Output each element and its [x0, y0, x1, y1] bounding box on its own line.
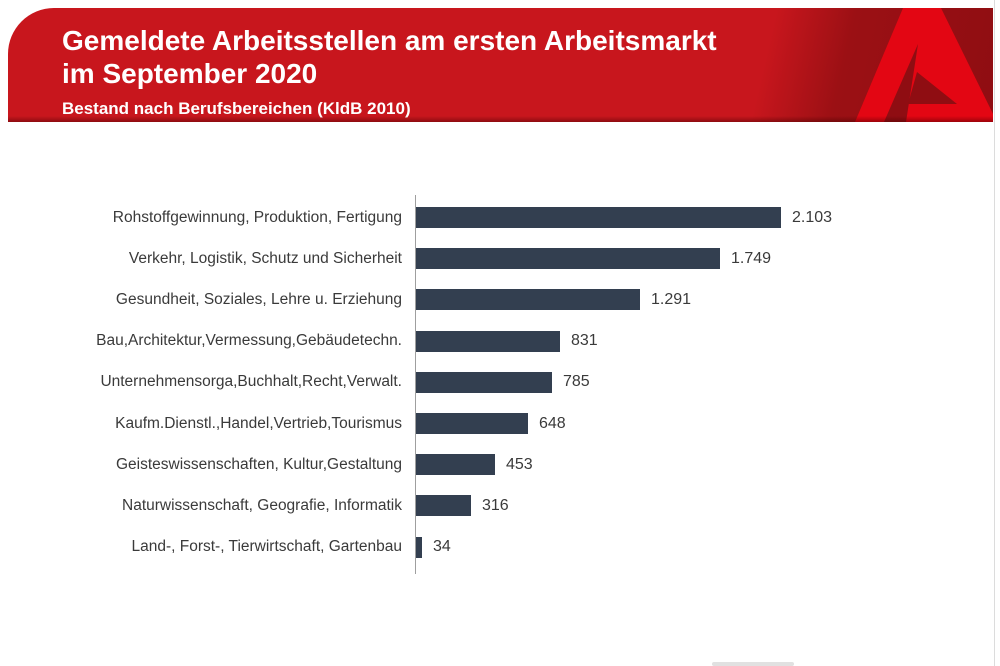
- bar-zone: 2.103: [416, 207, 833, 229]
- value-label: 785: [563, 373, 590, 391]
- chart-row: Land-, Forst-, Tierwirtschaft, Gartenbau…: [60, 527, 940, 568]
- bar-zone: 316: [416, 495, 509, 517]
- bar: [416, 371, 552, 393]
- chart-row: Verkehr, Logistik, Schutz und Sicherheit…: [60, 238, 940, 279]
- chart-baseline-axis: [415, 195, 416, 574]
- chart-row: Kaufm.Dienstl.,Handel,Vertrieb,Tourismus…: [60, 403, 940, 444]
- bar: [416, 454, 495, 476]
- value-label: 34: [433, 538, 451, 556]
- value-label: 831: [571, 332, 598, 350]
- bar: [416, 413, 528, 435]
- chart-row: Gesundheit, Soziales, Lehre u. Erziehung…: [60, 279, 940, 320]
- header-banner: Gemeldete Arbeitsstellen am ersten Arbei…: [8, 8, 993, 122]
- bar: [416, 495, 471, 517]
- category-label: Unternehmensorga,Buchhalt,Recht,Verwalt.: [100, 373, 402, 391]
- bar-zone: 1.291: [416, 289, 692, 311]
- chart-row: Geisteswissenschaften, Kultur,Gestaltung…: [60, 444, 940, 485]
- bar: [416, 289, 640, 311]
- category-label: Land-, Forst-, Tierwirtschaft, Gartenbau: [131, 538, 403, 556]
- value-label: 648: [539, 414, 566, 432]
- header-text-block: Gemeldete Arbeitsstellen am ersten Arbei…: [62, 24, 717, 119]
- bar-chart: Rohstoffgewinnung, Produktion, Fertigung…: [60, 195, 940, 574]
- value-label: 316: [482, 496, 509, 514]
- category-label: Bau,Architektur,Vermessung,Gebäudetechn.: [96, 332, 402, 350]
- bar-zone: 648: [416, 413, 566, 435]
- bar-zone: 785: [416, 371, 590, 393]
- bar: [416, 330, 560, 352]
- bar-zone: 1.749: [416, 248, 772, 270]
- value-label: 2.103: [792, 208, 833, 226]
- chart-row: Naturwissenschaft, Geografie, Informatik…: [60, 485, 940, 526]
- bar: [416, 207, 781, 229]
- bundesagentur-a-logo-icon: [855, 8, 993, 122]
- bar-zone: 34: [416, 536, 451, 558]
- chart-row: Bau,Architektur,Vermessung,Gebäudetechn.…: [60, 321, 940, 362]
- bar: [416, 248, 720, 270]
- chart-row: Unternehmensorga,Buchhalt,Recht,Verwalt.…: [60, 362, 940, 403]
- page-subtitle: Bestand nach Berufsbereichen (KldB 2010): [62, 99, 411, 118]
- window-edge-line: [994, 0, 995, 666]
- value-label: 1.291: [651, 290, 692, 308]
- page-title-line1: Gemeldete Arbeitsstellen am ersten Arbei…: [62, 25, 717, 56]
- page-title-line2: im September 2020: [62, 58, 318, 89]
- bar: [416, 536, 422, 558]
- chart-rows: Rohstoffgewinnung, Produktion, Fertigung…: [60, 197, 940, 568]
- bar-zone: 831: [416, 330, 598, 352]
- category-label: Gesundheit, Soziales, Lehre u. Erziehung: [115, 290, 402, 308]
- category-label: Verkehr, Logistik, Schutz und Sicherheit: [128, 249, 402, 267]
- value-label: 1.749: [731, 249, 772, 267]
- chart-row: Rohstoffgewinnung, Produktion, Fertigung…: [60, 197, 940, 238]
- category-label: Kaufm.Dienstl.,Handel,Vertrieb,Tourismus: [115, 414, 402, 432]
- category-label: Geisteswissenschaften, Kultur,Gestaltung: [115, 455, 402, 473]
- value-label: 453: [506, 455, 533, 473]
- bar-zone: 453: [416, 454, 533, 476]
- category-label: Rohstoffgewinnung, Produktion, Fertigung: [112, 208, 402, 226]
- cut-off-text-fragment: [712, 662, 794, 666]
- category-label: Naturwissenschaft, Geografie, Informatik: [122, 496, 402, 514]
